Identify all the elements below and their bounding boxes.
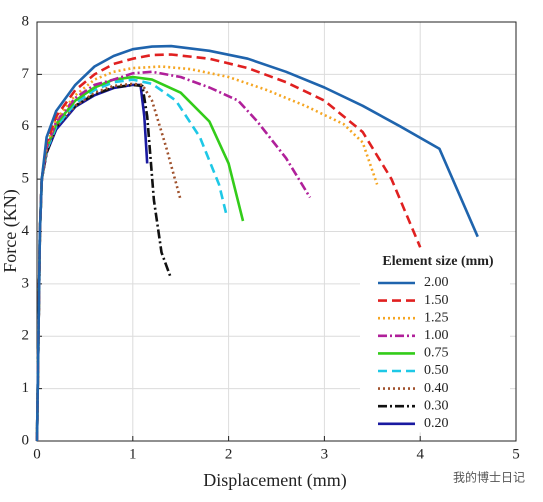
y-axis-label: Force (KN) [0, 189, 21, 272]
legend-title: Element size (mm) [382, 254, 494, 269]
legend-label: 2.00 [424, 275, 449, 290]
legend-label: 1.50 [424, 293, 449, 308]
y-tick-label: 2 [22, 328, 30, 344]
y-tick-label: 1 [22, 380, 30, 396]
legend-label: 0.40 [424, 381, 449, 396]
data-line [35, 83, 149, 442]
x-tick-label: 2 [225, 446, 233, 462]
y-tick-label: 5 [22, 171, 30, 187]
legend-label: 0.50 [424, 363, 449, 378]
watermark: 我的博士日记 [453, 470, 525, 485]
x-tick-label: 1 [129, 446, 137, 462]
legend-label: 1.00 [424, 328, 449, 343]
y-tick-label: 6 [22, 118, 30, 134]
data-line [35, 83, 173, 442]
y-tick-label: 8 [22, 13, 30, 29]
y-tick-label: 3 [22, 275, 30, 291]
data-line [35, 75, 245, 442]
y-tick-label: 4 [22, 223, 30, 239]
data-line [35, 82, 182, 442]
plot-frame [36, 21, 517, 442]
x-tick-label: 0 [33, 446, 41, 462]
x-tick-label: 4 [416, 446, 424, 462]
legend-label: 1.25 [424, 310, 449, 325]
legend-box [360, 248, 510, 433]
x-tick-label: 3 [321, 446, 329, 462]
y-tick-label: 7 [22, 66, 30, 82]
data-line [35, 65, 379, 442]
y-tick-label: 0 [22, 432, 30, 448]
data-line [35, 78, 228, 442]
data-line [35, 44, 479, 442]
legend-label: 0.20 [424, 416, 449, 431]
x-tick-label: 5 [512, 446, 520, 462]
data-line [35, 53, 422, 442]
legend-label: 0.75 [424, 346, 449, 361]
x-axis-label: Displacement (mm) [203, 470, 346, 491]
legend-label: 0.30 [424, 398, 449, 413]
